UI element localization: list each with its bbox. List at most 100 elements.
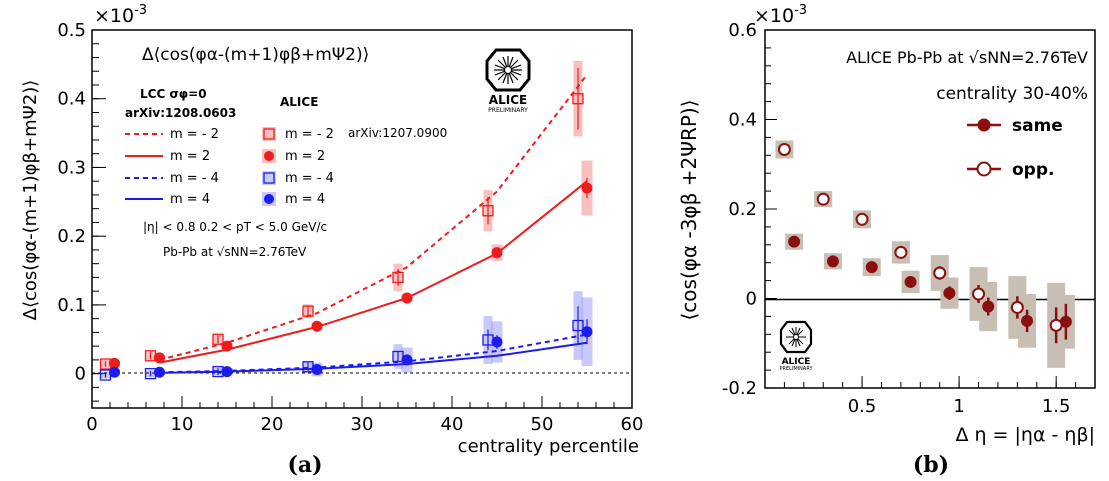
panel-b-data-points (777, 142, 1072, 344)
data-point-circle (491, 336, 503, 348)
legend-label: same (1012, 116, 1063, 136)
panel-b-axes: 0.5 1 1.5 -0.2 0 0.2 0.4 0.6 (722, 20, 1096, 417)
data-point-circle (154, 366, 165, 378)
legend-marker-label: m = 4 (285, 192, 325, 207)
data-point-filled-circle (982, 300, 995, 313)
legend-line-label: m = - 2 (170, 127, 219, 142)
panel-a-caption: (a) (287, 452, 322, 478)
panel-a-legend: m = - 2 m = 2 m = - 4 m = 4 m = - 2 m = 2 m = … (125, 127, 334, 207)
panel-b-legend: same opp. (967, 116, 1063, 180)
alice-logo-a: ALICE PRELIMINARY (485, 48, 531, 114)
data-point-circle (401, 354, 413, 366)
x-tick-label: 50 (531, 414, 554, 435)
svg-text:ALICE: ALICE (782, 357, 811, 367)
legend-lcc-title: LCC σφ=0 (140, 87, 207, 101)
legend-band-swatch (262, 171, 276, 185)
x-tick-label: 0 (86, 414, 97, 435)
data-point-circle (401, 292, 413, 304)
panel-a-y-axis-label: Δ⟨cos(φα-(m+1)φβ+mΨ2)⟩ (20, 80, 41, 321)
data-point-open-circle (1010, 300, 1024, 314)
panel-b-x-axis-label: Δ η = |ηα - ηβ| (955, 424, 1095, 446)
legend-line-label: m = 4 (170, 192, 210, 207)
legend-label: opp. (1012, 160, 1054, 180)
x-tick-label: 0.5 (848, 396, 877, 417)
data-point-open-circle (777, 142, 791, 156)
data-point-open-circle (933, 266, 947, 280)
legend-line-label: m = - 4 (170, 171, 219, 186)
legend-marker-square (263, 172, 275, 184)
svg-text:PRELIMINARY: PRELIMINARY (488, 107, 528, 114)
data-point-square (572, 319, 584, 332)
alice-logo-b: ALICE PRELIMINARY (779, 320, 813, 372)
y-tick-label: 0.2 (57, 226, 86, 247)
legend-marker-circle (264, 151, 274, 161)
y-tick-label: 0 (75, 364, 86, 385)
data-point-circle (221, 340, 233, 352)
lcc-curve (159, 74, 588, 361)
data-point-open-circle (894, 245, 908, 259)
x-tick-label: 40 (441, 414, 464, 435)
data-point-open-circle (1049, 318, 1063, 332)
data-point-square (482, 205, 494, 217)
y-tick-label: 0 (746, 289, 757, 310)
lcc-curve (159, 341, 588, 374)
data-point-square (392, 271, 404, 284)
lcc-curve (159, 180, 588, 364)
data-point-circle (311, 320, 323, 332)
panel-a: 0 10 20 30 40 50 60 0 0.1 0.2 0.3 0.4 0.5 ×10-3 Δ⟨co… (20, 3, 643, 478)
y-tick-label: 0.4 (57, 89, 86, 110)
x-tick-label: 1.5 (1042, 396, 1071, 417)
panel-b-system-text: ALICE Pb-Pb at √sNN=2.76TeV (846, 48, 1088, 67)
legend-marker-label: m = 2 (285, 149, 325, 164)
legend-alice-title: ALICE (280, 95, 318, 109)
data-point-circle (221, 366, 233, 378)
data-point-circle (491, 247, 503, 259)
legend-marker-filled-circle (977, 118, 991, 132)
panel-b-centrality-text: centrality 30-40% (936, 84, 1088, 104)
y-tick-label: 0.2 (728, 199, 757, 220)
panel-b-y-axis-label: ⟨cos(φα -3φβ +2ΨRP)⟩ (677, 99, 701, 320)
panel-a-axes: 0 10 20 30 40 50 60 0 0.1 0.2 0.3 0.4 0.5 (57, 20, 643, 435)
y-tick-label: 0.4 (728, 110, 757, 131)
data-point-open-circle (855, 212, 869, 226)
data-point-filled-circle (943, 287, 956, 300)
data-point-filled-circle (904, 275, 917, 288)
data-point-square (212, 333, 224, 345)
panel-b-caption: (b) (913, 452, 949, 478)
data-point-square (302, 305, 314, 317)
data-point-circle (109, 366, 120, 378)
legend-marker-circle (264, 194, 274, 204)
panel-a-cuts-text: |η| < 0.8 0.2 < pT < 5.0 GeV/c (143, 220, 327, 234)
data-point-open-circle (816, 192, 830, 206)
data-point-circle (581, 182, 593, 194)
panel-a-x-axis-label: centrality percentile (458, 436, 639, 457)
data-point-open-circle (972, 287, 986, 301)
data-point-circle (581, 326, 593, 338)
y-tick-label: 0.5 (57, 20, 86, 41)
legend-marker-label: m = - 2 (285, 127, 334, 142)
x-tick-label: 10 (171, 414, 194, 435)
legend-line-label: m = 2 (170, 149, 210, 164)
y-tick-label: 0.6 (728, 20, 757, 41)
panel-b: 0.5 1 1.5 -0.2 0 0.2 0.4 0.6 ×10-3 ⟨cos(φα -3φβ… (677, 3, 1096, 478)
x-tick-label: 1 (953, 396, 964, 417)
data-point-circle (154, 352, 165, 364)
legend-lcc-ref: arXiv:1208.0603 (125, 106, 236, 120)
panel-a-exponent: ×10-3 (94, 3, 147, 27)
data-point-square (572, 93, 584, 105)
x-tick-label: 20 (261, 414, 284, 435)
x-tick-label: 60 (621, 414, 644, 435)
x-tick-label: 30 (351, 414, 374, 435)
y-tick-label: 0.1 (57, 295, 86, 316)
svg-text:ALICE: ALICE (489, 93, 527, 107)
panel-a-lcc-curves (159, 74, 588, 374)
y-tick-label: -0.2 (722, 378, 757, 399)
data-point-filled-circle (865, 261, 878, 274)
panel-a-system-text: Pb-Pb at √sNN=2.76TeV (163, 245, 307, 259)
svg-text:PRELIMINARY: PRELIMINARY (779, 366, 813, 372)
y-tick-label: 0.3 (57, 157, 86, 178)
legend-marker-label: m = - 4 (285, 171, 334, 186)
data-point-filled-circle (826, 255, 839, 268)
panel-b-exponent: ×10-3 (754, 3, 807, 27)
